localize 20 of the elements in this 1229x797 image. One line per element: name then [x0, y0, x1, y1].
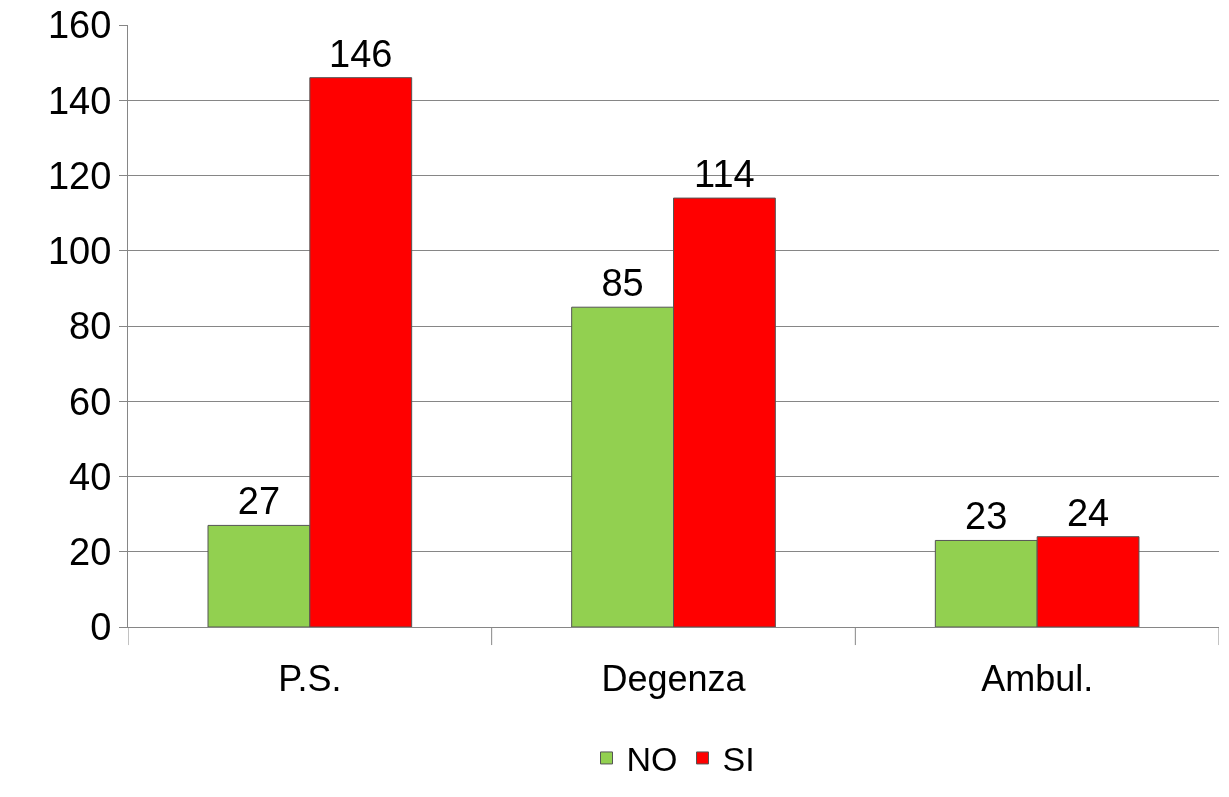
y-tick-label: 40	[69, 455, 112, 498]
x-tick-label: P.S.	[278, 658, 342, 700]
data-label: 85	[601, 262, 644, 305]
y-tick-label: 120	[47, 154, 112, 197]
x-tick-label: Degenza	[601, 658, 747, 700]
data-label: 24	[1066, 491, 1110, 534]
y-tick-label: 0	[90, 606, 112, 649]
y-tick-label: 20	[69, 531, 112, 574]
legend-label: SI	[722, 740, 755, 779]
data-label: 27	[237, 480, 281, 523]
y-tick-label: 60	[69, 380, 112, 423]
y-tick-label: 80	[69, 305, 112, 348]
data-label: 23	[965, 495, 1008, 538]
y-tick-label: 140	[47, 79, 112, 122]
x-tick-label: Ambul.	[981, 658, 1094, 700]
data-label: 114	[694, 153, 755, 196]
legend-label: NO	[626, 740, 678, 779]
data-label: 146	[329, 32, 393, 75]
y-tick-label: 160	[47, 4, 112, 47]
y-tick-label: 100	[47, 230, 112, 273]
